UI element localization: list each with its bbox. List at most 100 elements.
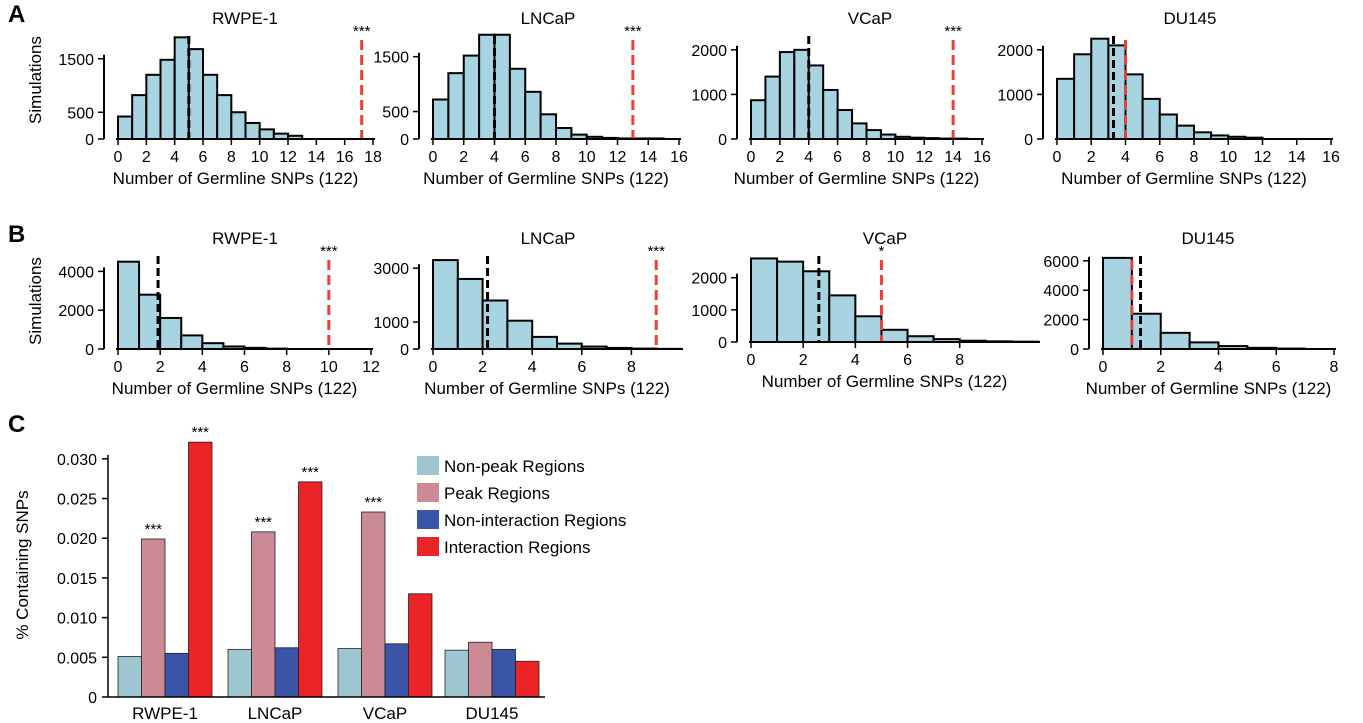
histogram-bar <box>1056 77 1076 140</box>
x-tick-label: 2 <box>1156 359 1165 376</box>
bar-4 <box>408 593 433 698</box>
bar-1 <box>337 648 362 698</box>
x-tick-label: 6 <box>240 359 249 376</box>
y-tick-label: 1000 <box>691 303 727 320</box>
x-tick-label: 2 <box>775 149 784 166</box>
x-tick-label: 4 <box>1214 359 1223 376</box>
legend-label: Peak Regions <box>444 484 550 503</box>
hist-title: DU145 <box>1164 9 1217 28</box>
hist-b-rwpe1: *** 0 2 4 6 8 10 12 0 2000 4000 RWPE-1 Number of Ger… <box>58 229 380 398</box>
legend-swatch <box>417 456 439 475</box>
x-tick-label: 6 <box>521 149 530 166</box>
hist-title: RWPE-1 <box>212 229 278 248</box>
hist-title: RWPE-1 <box>212 9 278 28</box>
histogram-bar <box>778 51 796 140</box>
histogram-bar <box>432 259 459 351</box>
histogram-bar <box>1130 312 1162 350</box>
histogram-bar <box>159 316 183 350</box>
x-tick-label: 2 <box>156 359 165 376</box>
histogram-bar <box>506 319 534 351</box>
y-axis-label: % Containing SNPs <box>13 490 32 639</box>
y-tick-label: 0.020 <box>57 531 97 548</box>
panel-label-a: A <box>8 1 25 28</box>
y-tick-label: 2000 <box>997 43 1033 60</box>
x-axis-label: Number of Germline SNPs (122) <box>113 169 359 188</box>
legend-label: Non-peak Regions <box>444 457 585 476</box>
row-a-ylabel: Simulations <box>26 36 45 124</box>
y-tick-label: 3000 <box>373 261 409 278</box>
significance-marker: *** <box>624 23 642 40</box>
y-tick-label: 0.005 <box>57 650 97 667</box>
hist-a-du145: 0 2 4 6 8 10 12 14 16 0 1000 2000 DU145 Number of Ger… <box>997 9 1340 188</box>
category-label: VCaP <box>363 704 407 723</box>
x-tick-label: 6 <box>1155 149 1164 166</box>
x-tick-label: 8 <box>955 352 964 369</box>
category-label: DU145 <box>466 704 519 723</box>
y-tick-label: 0 <box>85 132 94 149</box>
bar-3 <box>274 647 299 698</box>
x-tick-label: 14 <box>944 149 962 166</box>
x-axis-label: Number of Germline SNPs (122) <box>112 379 358 398</box>
histogram-bar <box>508 67 527 140</box>
x-tick-label: 10 <box>886 149 904 166</box>
x-tick-label: 8 <box>862 149 871 166</box>
x-tick-label: 2 <box>459 149 468 166</box>
histogram-bar <box>1175 124 1195 140</box>
y-tick-label: 0.025 <box>57 492 97 509</box>
y-tick-label: 4000 <box>58 264 94 281</box>
hist-b-lncap: *** 0 2 4 6 8 0 1000 3000 LNCaP Number of Germline… <box>373 229 683 398</box>
x-tick-label: 8 <box>552 149 561 166</box>
x-tick-label: 14 <box>639 149 657 166</box>
x-tick-label: 10 <box>251 149 269 166</box>
x-tick-label: 4 <box>1121 149 1130 166</box>
histogram-bar <box>1159 331 1191 351</box>
x-axis-label: Number of Germline SNPs (122) <box>1061 169 1307 188</box>
x-tick-label: 10 <box>578 149 596 166</box>
y-tick-label: 1000 <box>997 87 1033 104</box>
histogram-bar <box>1073 53 1093 141</box>
histogram-bar <box>750 257 779 343</box>
panel-label-b: B <box>8 221 25 248</box>
x-tick-label: 16 <box>336 149 354 166</box>
x-tick-label: 0 <box>429 359 438 376</box>
histogram-bar <box>244 121 261 140</box>
legend-label: Interaction Regions <box>444 538 590 557</box>
hist-b-du145: 0 2 4 6 8 0 2000 4000 6000 DU145 Number of Germlin… <box>1043 229 1338 398</box>
y-tick-label: 0.010 <box>57 611 97 628</box>
significance-marker: *** <box>364 494 382 511</box>
histogram-bar <box>230 111 247 140</box>
y-tick-label: 0 <box>400 132 409 149</box>
x-tick-label: 6 <box>903 352 912 369</box>
x-tick-label: 16 <box>973 149 991 166</box>
histogram-bar <box>531 335 559 350</box>
significance-marker: *** <box>647 243 665 260</box>
significance-marker: *** <box>144 521 162 538</box>
category-label: LNCaP <box>248 704 303 723</box>
bar-2 <box>361 511 386 698</box>
histogram-bar <box>524 90 542 140</box>
hist-a-lncap: *** 0 2 4 6 8 10 12 14 16 0 500 1500 LNCaP Number of G… <box>373 9 688 188</box>
histogram-bar <box>807 64 825 140</box>
bar-3 <box>491 648 516 698</box>
histogram-bar <box>802 270 831 343</box>
histogram-bar <box>462 54 481 140</box>
y-tick-label: 0 <box>718 132 727 149</box>
bar-1 <box>227 648 252 698</box>
significance-marker: *** <box>191 424 209 441</box>
y-tick-label: 0 <box>718 335 727 352</box>
histogram-bar <box>117 115 134 140</box>
y-tick-label: 1500 <box>373 50 409 67</box>
x-tick-label: 4 <box>804 149 813 166</box>
histogram-bar <box>851 122 868 141</box>
x-tick-label: 6 <box>1272 359 1281 376</box>
bar-1 <box>444 649 469 698</box>
hist-title: VCaP <box>848 9 892 28</box>
histogram-bar <box>117 260 141 351</box>
x-tick-label: 12 <box>915 149 933 166</box>
y-tick-label: 0 <box>88 690 97 707</box>
x-tick-label: 6 <box>199 149 208 166</box>
histogram-bar <box>539 113 557 141</box>
x-tick-label: 8 <box>627 359 636 376</box>
y-tick-label: 2000 <box>1043 313 1079 330</box>
histogram-bar <box>764 75 781 141</box>
